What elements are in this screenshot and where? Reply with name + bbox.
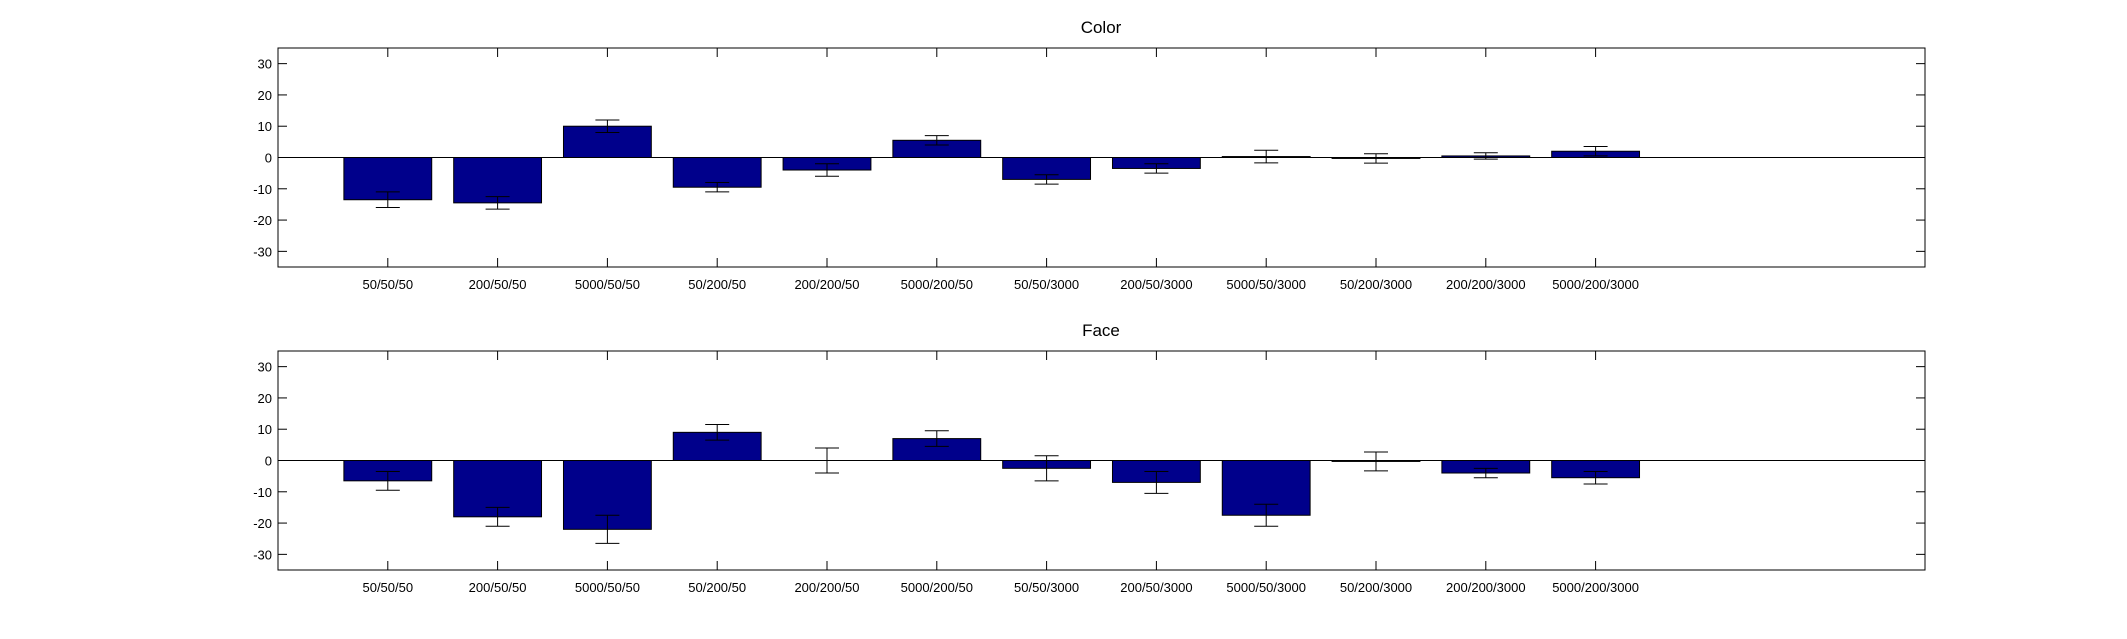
x-tick-label: 50/200/50 (688, 277, 746, 292)
y-tick-label: -20 (253, 516, 272, 531)
x-tick-label: 50/200/3000 (1340, 277, 1412, 292)
y-tick-label: -30 (253, 547, 272, 562)
x-tick-label: 50/200/3000 (1340, 580, 1412, 595)
x-tick-label: 50/50/50 (362, 580, 413, 595)
x-tick-label: 5000/200/50 (901, 277, 973, 292)
y-tick-label: -20 (253, 213, 272, 228)
y-tick-label: -30 (253, 244, 272, 259)
y-tick-label: 0 (265, 454, 272, 469)
x-tick-label: 200/50/3000 (1120, 277, 1192, 292)
x-tick-label: 200/200/50 (794, 277, 859, 292)
x-tick-label: 200/50/50 (469, 580, 527, 595)
y-tick-label: 30 (258, 57, 272, 72)
x-tick-label: 50/200/50 (688, 580, 746, 595)
x-tick-label: 200/200/3000 (1446, 580, 1526, 595)
color-chart: Color -30 -20 -10 0 10 20 30 50/50/50 200/50/50 5… (253, 18, 1926, 292)
y-tick-label: 10 (258, 119, 272, 134)
chart-title: Face (1082, 321, 1120, 340)
y-tick-label: 20 (258, 391, 272, 406)
x-tick-label: 5000/200/3000 (1552, 580, 1639, 595)
x-tick-label: 5000/50/3000 (1226, 580, 1306, 595)
y-tick-label: 10 (258, 422, 272, 437)
x-tick-label: 5000/50/50 (575, 580, 640, 595)
x-tick-label: 200/50/50 (469, 277, 527, 292)
x-tick-label: 50/50/50 (362, 277, 413, 292)
y-tick-label: -10 (253, 485, 272, 500)
x-tick-label: 200/200/3000 (1446, 277, 1526, 292)
y-tick-label: 0 (265, 151, 272, 166)
x-tick-label: 50/50/3000 (1014, 277, 1079, 292)
x-tick-label: 200/200/50 (794, 580, 859, 595)
x-tick-label: 5000/200/3000 (1552, 277, 1639, 292)
y-tick-label: -10 (253, 182, 272, 197)
y-tick-label: 20 (258, 88, 272, 103)
x-tick-label: 200/50/3000 (1120, 580, 1192, 595)
face-chart: Face -30 -20 -10 0 10 20 30 50/50/50 200/50/50 50… (253, 321, 1926, 595)
x-tick-label: 50/50/3000 (1014, 580, 1079, 595)
chart-title: Color (1081, 18, 1122, 37)
x-tick-label: 5000/50/3000 (1226, 277, 1306, 292)
x-tick-label: 5000/50/50 (575, 277, 640, 292)
y-tick-label: 30 (258, 360, 272, 375)
bar (453, 157, 543, 204)
x-tick-label: 5000/200/50 (901, 580, 973, 595)
